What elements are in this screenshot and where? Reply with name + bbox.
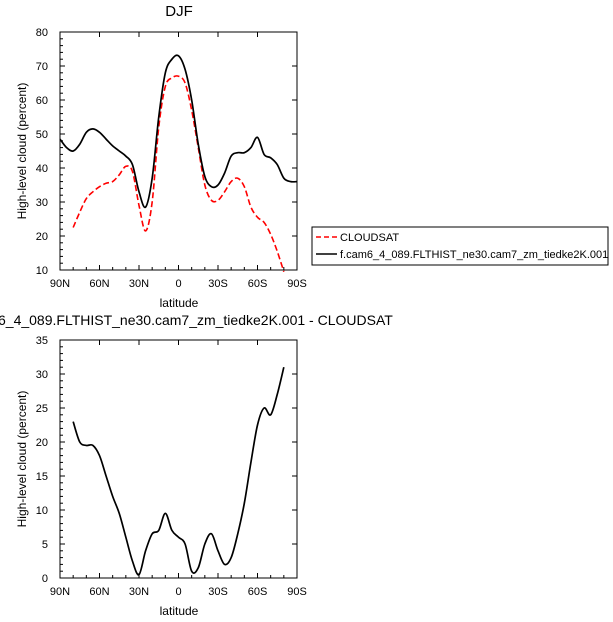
bottom-y-tick-label: 10: [36, 505, 48, 517]
top-y-tick-label: 80: [36, 27, 48, 39]
top-panel: DJF 90N 60N 30N 0 30S 60S 90S1020304050607080 …: [15, 3, 307, 310]
top-x-tick-label: 90S: [287, 278, 307, 290]
top-y-axis-label: High-level cloud (percent): [15, 83, 29, 220]
bottom-x-tick-label: 60N: [89, 586, 109, 598]
top-y-tick-label: 40: [36, 163, 48, 175]
top-axis-ticks: 90N 60N 30N 0 30S 60S 90S 10 20 30 40 50 60 70 80: [36, 27, 307, 290]
top-y-tick-label: 70: [36, 61, 48, 73]
bottom-y-axis-label: High-level cloud (percent): [15, 391, 29, 528]
bottom-x-tick-label: 0: [175, 586, 181, 598]
top-y-tick-label: 20: [36, 231, 48, 243]
top-series-layer: [59, 54, 298, 272]
top-series-line-0: [72, 75, 285, 272]
bottom-plot-frame: [59, 339, 298, 579]
top-chart-title: DJF: [165, 3, 193, 20]
legend-box: [311, 226, 609, 266]
bottom-axis-ticks: 90N 60N 30N 0 30S 60S 90S 0 5 10 15 20 25 30 35: [36, 335, 307, 598]
bottom-chart-title: 6_4_089.FLTHIST_ne30.cam7_zm_tiedke2K.00…: [0, 312, 393, 328]
top-y-tick-label: 10: [36, 265, 48, 277]
bottom-series-line-0: [72, 367, 285, 576]
bottom-series-layer: [72, 367, 285, 576]
bottom-x-tick-label: 90N: [50, 586, 70, 598]
bottom-y-tick-label: 0: [42, 573, 48, 585]
bottom-x-axis-label: latitude: [160, 604, 199, 618]
top-series-line-1: [59, 54, 298, 209]
bottom-y-tick-label: 35: [36, 335, 48, 347]
bottom-y-tick-label: 20: [36, 437, 48, 449]
top-x-tick-label: 30S: [208, 278, 228, 290]
top-x-tick-label: 60S: [248, 278, 268, 290]
legend-label-model: f.cam6_4_089.FLTHIST_ne30.cam7_zm_tiedke…: [340, 249, 608, 261]
legend: CLOUDSAT f.cam6_4_089.FLTHIST_ne30.cam7_…: [311, 226, 609, 266]
top-x-tick-label: 0: [175, 278, 181, 290]
top-x-tick-label: 60N: [89, 278, 109, 290]
top-plot-frame: [59, 31, 298, 271]
top-y-tick-label: 50: [36, 129, 48, 141]
top-x-tick-label: 90N: [50, 278, 70, 290]
top-x-axis-label: latitude: [160, 296, 199, 310]
top-y-tick-label: 60: [36, 95, 48, 107]
top-y-tick-label: 30: [36, 197, 48, 209]
bottom-y-tick-label: 5: [42, 539, 48, 551]
bottom-x-tick-label: 60S: [248, 586, 268, 598]
bottom-y-tick-label: 30: [36, 369, 48, 381]
legend-label-cloudsat: CLOUDSAT: [340, 232, 399, 244]
bottom-panel: 6_4_089.FLTHIST_ne30.cam7_zm_tiedke2K.00…: [0, 312, 393, 618]
bottom-x-tick-label: 30N: [129, 586, 149, 598]
bottom-y-tick-label: 15: [36, 471, 48, 483]
bottom-x-tick-label: 90S: [287, 586, 307, 598]
bottom-x-tick-label: 30S: [208, 586, 228, 598]
bottom-y-tick-label: 25: [36, 403, 48, 415]
top-x-tick-label: 30N: [129, 278, 149, 290]
